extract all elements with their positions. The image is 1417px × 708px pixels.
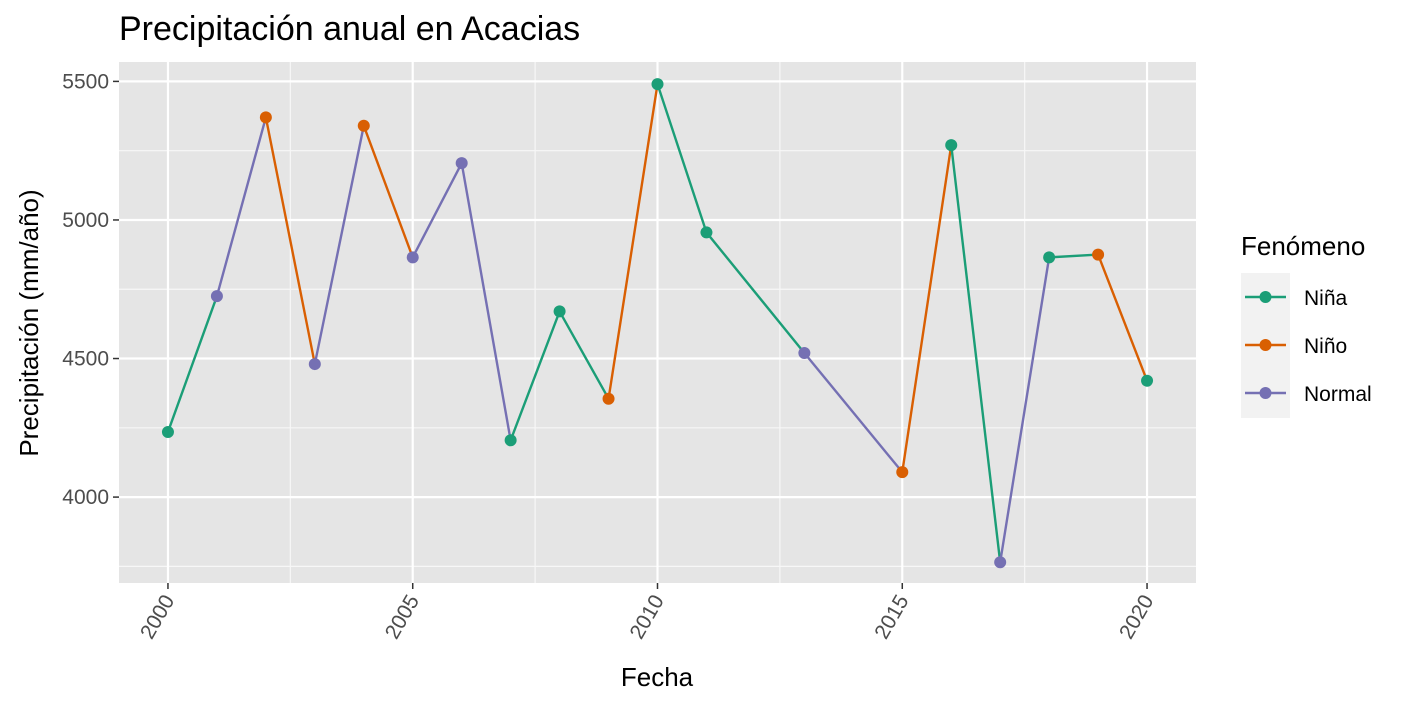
line-segment [950, 143, 1002, 564]
data-points [161, 78, 1154, 569]
line-segment [607, 82, 659, 400]
y-tick-label: 4500 [62, 348, 109, 371]
legend: Fenómeno Niña Niño Normal [1241, 231, 1372, 418]
x-axis-title: Fecha [621, 662, 694, 692]
line-segment [558, 310, 610, 400]
data-point [994, 556, 1007, 569]
line-segment [313, 124, 365, 366]
data-point [798, 346, 811, 359]
data-point [896, 466, 909, 479]
data-point [651, 78, 664, 91]
line-segment [166, 294, 219, 434]
data-point [259, 111, 272, 124]
data-point [357, 119, 370, 132]
data-point [504, 434, 517, 447]
line-segment [656, 82, 708, 234]
line-segment [460, 161, 512, 442]
data-point [553, 305, 566, 318]
data-point [1092, 248, 1105, 261]
x-tick-label: 2010 [626, 591, 669, 643]
data-point [210, 290, 223, 303]
line-segment [1047, 253, 1100, 259]
line-segment [215, 116, 268, 298]
y-axis-title: Precipitación (mm/año) [14, 189, 44, 456]
x-tick-label: 2020 [1115, 591, 1158, 643]
line-segment [264, 116, 317, 366]
y-tick-label: 5000 [62, 209, 109, 232]
line-segment [803, 351, 904, 474]
legend-title: Fenómeno [1241, 231, 1365, 261]
legend-label: Normal [1304, 383, 1372, 406]
line-segments [166, 82, 1149, 564]
gridlines [119, 62, 1196, 583]
data-point [700, 226, 713, 239]
line-segment [998, 256, 1051, 564]
axis-ticks: 2000 2005 2010 2015 2020 4000 4500 5000 5500 [62, 70, 1158, 643]
legend-key-point [1259, 339, 1272, 351]
x-tick-label: 2000 [136, 591, 179, 643]
legend-key-point [1259, 387, 1272, 399]
data-point [945, 139, 958, 152]
legend-label: Niño [1304, 335, 1347, 358]
legend-key-point [1259, 291, 1272, 303]
line-segment [1096, 253, 1149, 382]
legend-items: Niña Niño Normal [1245, 287, 1372, 406]
line-segment [901, 143, 953, 474]
y-tick-label: 4000 [62, 486, 109, 509]
data-point [161, 425, 174, 438]
data-point [602, 392, 615, 405]
line-segment [362, 124, 414, 259]
chart-title: Precipitación anual en Acacias [119, 10, 580, 48]
line-segment [411, 161, 463, 259]
line-segment [705, 231, 806, 355]
legend-label: Niña [1304, 287, 1348, 310]
data-point [1141, 374, 1154, 387]
y-tick-label: 5500 [62, 70, 109, 93]
x-tick-label: 2015 [870, 591, 913, 643]
line-segment [509, 310, 561, 442]
data-point [1043, 251, 1056, 264]
data-point [406, 251, 419, 264]
x-tick-label: 2005 [381, 591, 424, 643]
data-point [308, 358, 321, 371]
data-point [455, 157, 468, 170]
